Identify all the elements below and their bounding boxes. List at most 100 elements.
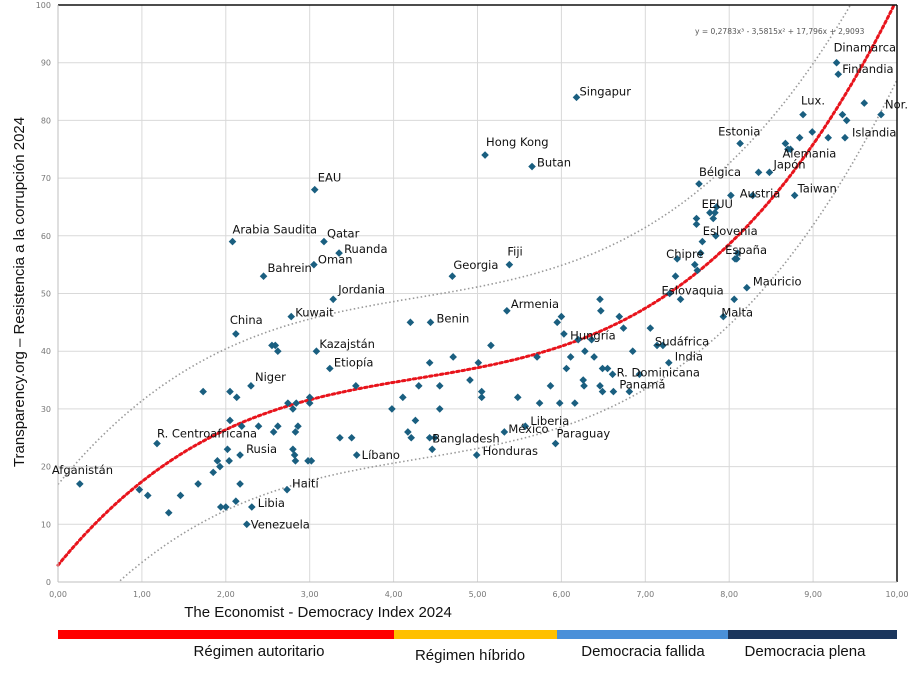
data-point <box>232 497 240 506</box>
plot-frame <box>57 4 898 583</box>
data-point <box>609 387 618 396</box>
data-point <box>799 110 807 119</box>
data-point <box>336 433 344 442</box>
data-point <box>310 185 319 194</box>
data-point <box>603 364 612 373</box>
data-point <box>143 491 152 500</box>
data-point <box>269 428 278 436</box>
trendline <box>56 4 896 567</box>
data-point <box>232 393 241 402</box>
data-point <box>535 399 544 407</box>
point-label: Libia <box>258 496 285 510</box>
data-point <box>706 208 714 217</box>
x-tick-label: 0,00 <box>49 590 67 599</box>
regime-label: Democracia fallida <box>581 643 705 660</box>
data-point <box>425 433 434 442</box>
point-label: México <box>508 422 548 436</box>
x-tick-label: 3,00 <box>301 590 319 599</box>
data-point <box>571 399 579 407</box>
data-point <box>291 428 300 436</box>
data-point <box>676 295 685 304</box>
point-label: Nor. <box>885 98 908 112</box>
data-point <box>425 358 434 367</box>
data-point <box>352 382 360 390</box>
data-point <box>557 312 566 321</box>
data-point <box>388 405 396 413</box>
y-axis-ticks: 0 10 20 30 40 50 60 70 80 90 100 <box>36 1 51 587</box>
data-point <box>481 151 489 159</box>
data-point <box>274 422 282 431</box>
data-point <box>834 70 843 79</box>
point-label: Paraguay <box>557 427 611 441</box>
data-point <box>659 341 667 350</box>
data-point <box>487 341 495 350</box>
data-point <box>790 191 799 200</box>
data-point <box>329 295 337 304</box>
regime-bar-segment <box>727 630 897 639</box>
point-label: EEUU <box>702 197 733 211</box>
point-label: Venezuela <box>251 517 310 531</box>
data-point <box>399 393 407 402</box>
x-tick-label: 10,00 <box>886 590 909 599</box>
point-label: Líbano <box>362 448 400 462</box>
data-point <box>472 451 481 459</box>
data-point <box>673 255 681 263</box>
data-point <box>732 255 741 263</box>
trendline-equation: y = 0,2783x³ - 3,5815x² + 17,796x + 2,90… <box>695 27 865 36</box>
data-point <box>289 405 297 413</box>
data-point <box>430 433 439 442</box>
data-point <box>406 318 415 327</box>
y-tick-label: 0 <box>46 578 51 587</box>
data-point <box>664 358 673 367</box>
point-label: Sudáfrica <box>655 334 709 348</box>
data-point <box>248 503 256 511</box>
data-point <box>176 491 185 500</box>
point-label: Singapur <box>580 84 632 98</box>
data-point <box>226 387 234 396</box>
point-label: Dinamarca <box>834 41 896 55</box>
data-point <box>414 382 423 390</box>
data-point <box>284 399 292 407</box>
data-point <box>574 335 582 344</box>
data-point <box>274 347 282 355</box>
point-label: Taiwan <box>797 181 837 195</box>
data-points <box>76 58 885 529</box>
point-label: Lux. <box>801 94 825 108</box>
data-point <box>426 318 435 327</box>
point-label: Eslovenia <box>703 224 758 238</box>
data-point <box>596 382 604 390</box>
data-point <box>581 347 589 355</box>
data-point <box>283 485 291 494</box>
data-point <box>242 520 251 529</box>
data-point <box>312 347 321 355</box>
data-point <box>553 318 562 327</box>
data-point <box>842 116 851 125</box>
point-label: Mauricio <box>753 275 802 289</box>
data-point <box>597 307 605 315</box>
data-point <box>228 237 237 246</box>
data-point <box>695 180 703 188</box>
data-point <box>877 110 885 119</box>
data-point <box>671 272 680 280</box>
data-point <box>730 295 739 304</box>
data-point <box>784 145 792 154</box>
data-point <box>579 376 588 384</box>
data-point <box>555 399 564 407</box>
y-tick-label: 60 <box>41 232 51 241</box>
point-label: Oman <box>318 253 353 267</box>
data-point <box>587 335 596 344</box>
data-point <box>795 133 804 142</box>
upper-band-line <box>57 5 851 485</box>
point-label: Fiji <box>507 245 522 259</box>
data-point <box>254 422 263 431</box>
x-tick-label: 1,00 <box>133 590 151 599</box>
data-point <box>711 208 719 217</box>
point-label: R. Dominicana <box>617 365 700 379</box>
y-tick-label: 40 <box>41 347 51 356</box>
data-point <box>435 405 444 413</box>
data-point <box>291 457 300 465</box>
data-point <box>213 457 222 465</box>
y-tick-label: 80 <box>41 116 51 125</box>
y-tick-label: 100 <box>36 1 51 10</box>
data-point <box>335 249 343 257</box>
